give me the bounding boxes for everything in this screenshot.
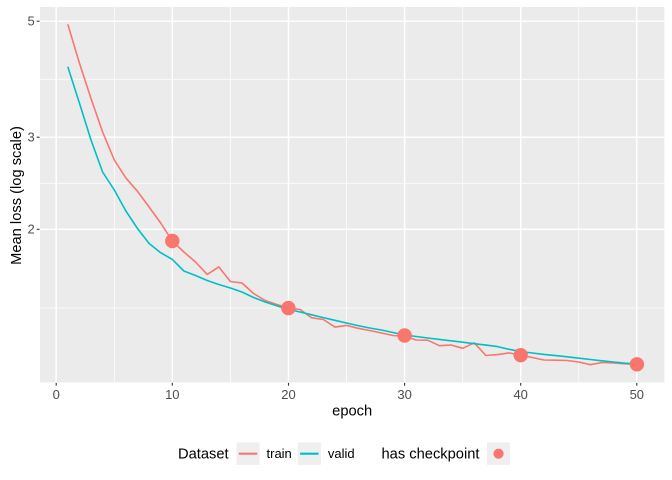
svg-text:40: 40 (513, 387, 527, 402)
svg-text:valid: valid (328, 446, 355, 461)
svg-text:20: 20 (281, 387, 295, 402)
svg-text:30: 30 (397, 387, 411, 402)
svg-text:2: 2 (27, 222, 34, 237)
svg-text:Mean loss (log scale): Mean loss (log scale) (9, 126, 25, 265)
svg-text:has checkpoint: has checkpoint (382, 447, 480, 463)
svg-text:5: 5 (27, 14, 34, 29)
svg-text:10: 10 (165, 387, 179, 402)
svg-text:train: train (267, 446, 292, 461)
svg-text:3: 3 (27, 130, 34, 145)
svg-text:0: 0 (53, 387, 60, 402)
svg-text:epoch: epoch (332, 404, 372, 420)
svg-text:Dataset: Dataset (178, 447, 229, 463)
svg-text:50: 50 (630, 387, 644, 402)
